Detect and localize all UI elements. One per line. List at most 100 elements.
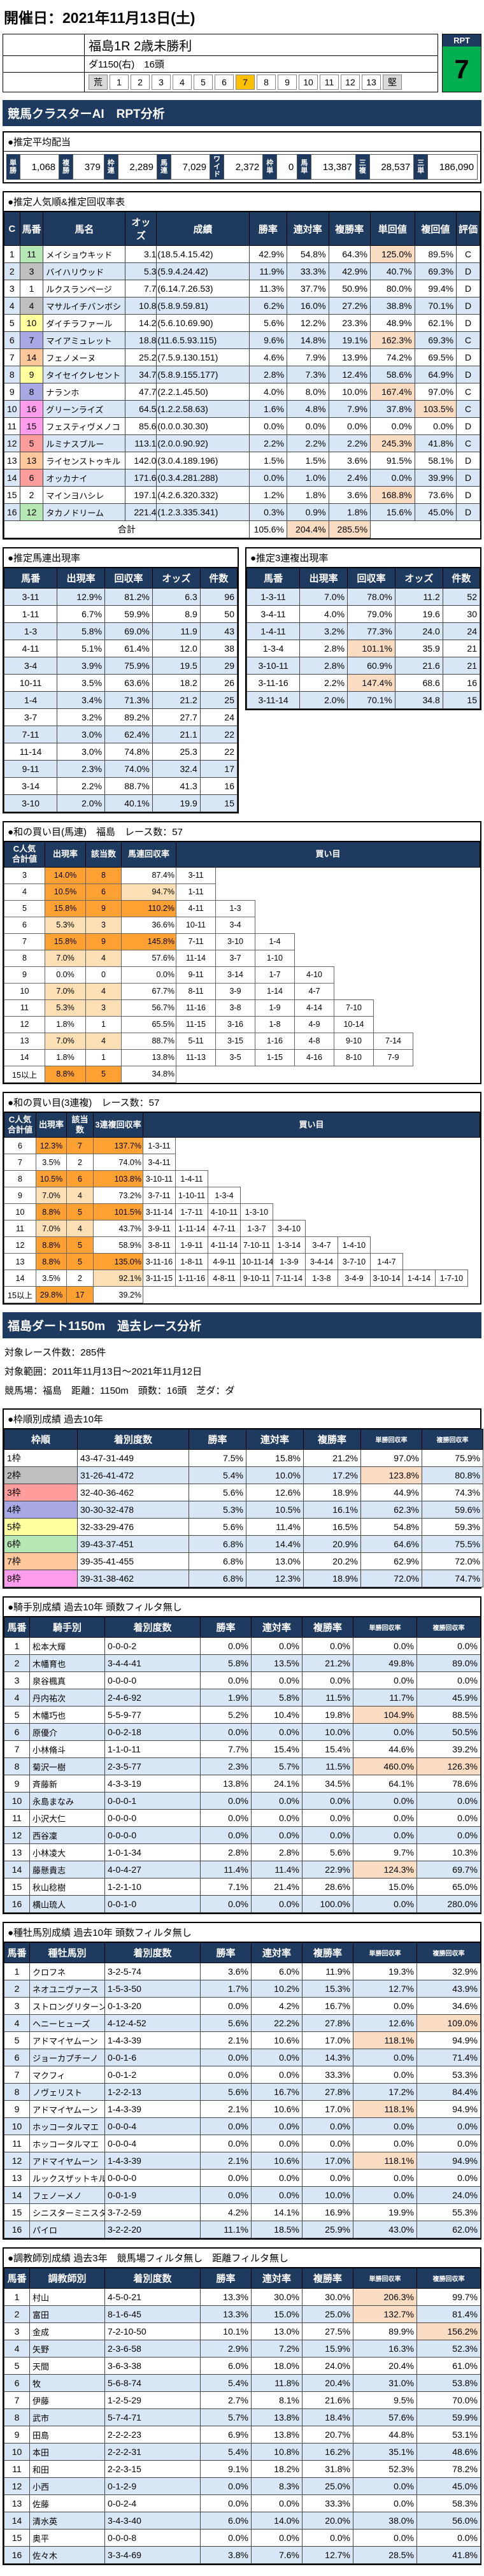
bet-target: 3-10 [215,933,255,950]
umaren-table: 馬番 出現率 回収率 オッズ 件数 3-11 12.9% 81.2% 6.3 96 1-11 6.7%… [3,568,238,812]
table-row: 15シニスターミニスター3-7-2-594.2%14.1%16.9%19.9%5… [4,2203,481,2221]
payout-value: 7,029 [170,154,211,180]
bet-target: 7-10 [334,999,374,1017]
jockey-box: ●騎手別成績 過去10年 頭数フィルタ無し 馬番 騎手別 着別度数 勝率 連対率 複勝率単… [3,1596,481,1914]
race-info-table: レース名 福島1R 2歳未勝利 レース詳細 ダ1150(右) 16頭 RPT 荒… [3,34,439,92]
table-row: 3-14 2.2% 88.7% 41.3 16 [3,777,238,795]
table-row: 3 ストロングリターン 0-1-3-20 0.0% 4.2% 16.7% 0.0% 34.6% [4,1997,481,2015]
table-row: 3枠 32-40-36-462 5.6% 12.6% 18.9% 44.9% 74.3% [4,1484,483,1501]
bet-target: 11-13 [176,1048,216,1066]
table-row: 9 アドマイヤムーン 1-4-3-39 2.1% 10.6% 17.0% 118.1% 94.… [4,2100,481,2118]
column-header: 複勝率 [302,1617,353,1638]
table-row: 11-14 3.0% 74.8% 25.3 22 [3,743,238,761]
rpt-cell-1[interactable]: 1 [110,75,129,90]
table-row: 6 牧 5-6-8-74 5.4% 11.8% 20.4% 31.0% 53.8% [4,2374,481,2392]
page-title: 開催日：2021年11月13日(土) [4,10,196,26]
bet-target: 4-8-11 [208,1270,241,1287]
column-header: 単勝回収率 [353,2268,417,2289]
rpt-cell-5[interactable]: 5 [194,75,213,90]
bet-target: 4-11 [176,899,216,917]
meta-line: 対象レース件数：285件 [4,1347,106,1358]
column-header: 勝率 [200,1942,252,1963]
rpt-cell-2[interactable]: 2 [131,75,150,90]
column-header: 回収率 [104,568,153,589]
column-header: 該当数 [66,1112,94,1138]
bet-target: 3-11 [176,866,216,884]
rpt-cell-3[interactable]: 3 [152,75,171,90]
table-row: 3-11-16 2.2% 147.4% 68.6 16 [246,674,481,692]
table-row: 5 10 ダイチラファール 14.2 (5.6.10.69.90) 5.6% 12.2% 23… [4,314,480,332]
column-header: 連対率 [251,1942,302,1963]
post-position-table: 枠順 着別度数 勝率 連対率 複勝率 単勝回収率 複勝回収率 1枠 43-47-31-449 7.… [4,1429,483,1587]
payout-box: ●推定平均配当 単勝 1,068 複勝 379 枠連 2,289 馬連 7,029 ワイド 2,3… [3,131,481,183]
bet-target: 3-10-11 [143,1170,176,1187]
bet-target: 1-8-11 [175,1253,208,1270]
table-row: 1 11 メイショウキッド 3.1 (18.5.4.15.42) 42.9% 54.8% 64… [4,245,480,263]
column-header: 単勝回収率 [353,1942,417,1963]
column-header: 出現率 [45,841,86,868]
rpt-label: RPT [3,72,85,92]
payout-value: 0 [276,154,298,180]
table-row: 2 木幡育也 3-4-4-41 5.8% 13.5% 21.2% 49.8% 89.0% [4,1654,481,1672]
payout-value: 13,387 [311,154,356,180]
bet-target: 3-4-11 [143,1154,176,1171]
column-header: 馬番 [19,211,44,246]
column-header: 件数 [199,568,238,589]
payout-value: 1,068 [20,154,60,180]
table-row: 13 小林凌大 1-0-1-34 2.8% 2.8% 5.6% 9.7% 10.3% [4,1843,481,1861]
rpt-cell-7[interactable]: 7 [236,75,255,90]
table-row: 6 ジョーカプチーノ 0-0-1-6 0.0% 0.0% 14.3% 0.0% 71.4% [4,2049,481,2066]
table-row: 3 14.0% 8 87.4% 3-11 [4,866,480,884]
column-header: 件数 [442,568,481,589]
payout-type-label: 三単 [414,154,428,180]
payout-value: 379 [73,154,104,180]
rpt-cell-6[interactable]: 6 [215,75,234,90]
bet-target: 4-14 [294,999,334,1017]
rpt-cell-堅[interactable]: 堅 [383,75,402,90]
payout-value: 186,090 [427,154,478,180]
table-row: 11 5.3% 3 56.7% 11-16 3-8 1-9 4-14 7-10 [4,999,480,1017]
bet-target: 3-4 [215,916,255,934]
bet-target: 1-10-11 [175,1187,208,1204]
table-row: 10 ホッコータルマエ 0-0-0-4 0.0% 0.0% 0.0% 0.0% 0.0% [4,2117,481,2135]
bet-target: 1-9 [255,999,295,1017]
table-row: 15 2 マインヨハシレ 197.1 (4.2.6.320.332) 1.2% 1.8% 3.… [4,486,480,504]
payout-type-label: 単勝 [6,154,20,180]
bet-target: 1-9-11 [175,1236,208,1254]
rpt-cell-10[interactable]: 10 [299,75,318,90]
rpt-cell-13[interactable]: 13 [362,75,381,90]
table-row: 3-7 3.2% 89.2% 27.7 24 [3,708,238,726]
payout-value: 28,537 [369,154,415,180]
column-header: 勝率 [200,1617,252,1638]
rpt-cell-4[interactable]: 4 [173,75,192,90]
bet-target: 1-11 [176,883,216,901]
rpt-cell-9[interactable]: 9 [278,75,297,90]
rpt-cell-12[interactable]: 12 [341,75,360,90]
table-row: 4-11 5.1% 61.4% 12.0 38 [3,640,238,657]
table-row: 1-11 6.7% 59.9% 8.9 50 [3,605,238,623]
table-row: 8枠 39-31-38-462 6.8% 12.3% 18.9% 72.0% 74.7% [4,1570,483,1587]
rpt-cell-11[interactable]: 11 [320,75,339,90]
table-row: 6 原優介 0-0-2-18 0.0% 0.0% 10.0% 0.0% 50.5% [4,1723,481,1741]
column-header: 馬番 [246,568,301,589]
column-header: 出現率 [57,568,106,589]
rpt-cell-8[interactable]: 8 [257,75,276,90]
bet-target: 1-3-9 [273,1253,306,1270]
column-header: 買い目 [143,1112,480,1138]
bet-target: 1-3 [215,899,255,917]
meta-line: 対象範囲：2011年11月13日～2021年11月12日 [4,1366,203,1377]
bet-target: 4-7-11 [208,1220,241,1237]
column-header: 複勝率 [328,211,371,246]
table-row: 8 9 タイセイクレセント 34.7 (5.8.9.155.177) 2.8% 7.3% 12… [4,366,480,383]
table-row: 3 1 ルクスランページ 7.7 (6.14.7.26.53) 11.3% 37.7% 50.… [4,280,480,297]
wa-umaren-box-label: ●和の買い目(馬連) 福島 レース数：57 [4,822,480,841]
section-title-rpt-analysis: 競馬クラスターAI RPT分析 [3,100,481,126]
table-row: 1-3-11 7.0% 78.0% 11.2 52 [246,588,481,606]
bet-target: 9-10 [334,1032,374,1050]
column-header: C人気 合計値 [4,841,45,868]
table-row: 16 佐々木 3-3-4-69 3.8% 7.6% 12.7% 28.5% 41.8% [4,2546,481,2564]
rpt-cell-荒[interactable]: 荒 [89,75,108,90]
table-row: 1-3-4 2.8% 101.1% 35.9 21 [246,640,481,657]
table-row: 11 15 フェスティヴメノコ 85.6 (0.0.0.30.30) 0.0% 0.0% 0.… [4,417,480,435]
bet-target: 3-11-14 [143,1203,176,1220]
